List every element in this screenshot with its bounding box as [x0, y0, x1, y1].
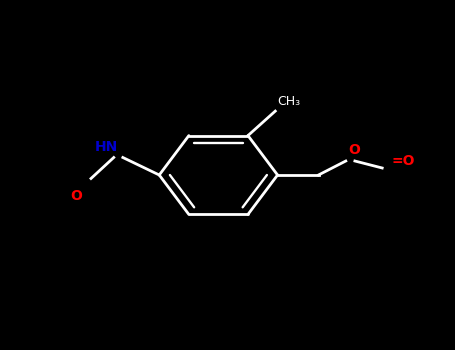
Text: HN: HN	[95, 140, 118, 154]
Text: O: O	[70, 189, 82, 203]
Text: CH₃: CH₃	[278, 94, 301, 107]
Text: O: O	[348, 144, 360, 158]
Text: =O: =O	[391, 154, 415, 168]
